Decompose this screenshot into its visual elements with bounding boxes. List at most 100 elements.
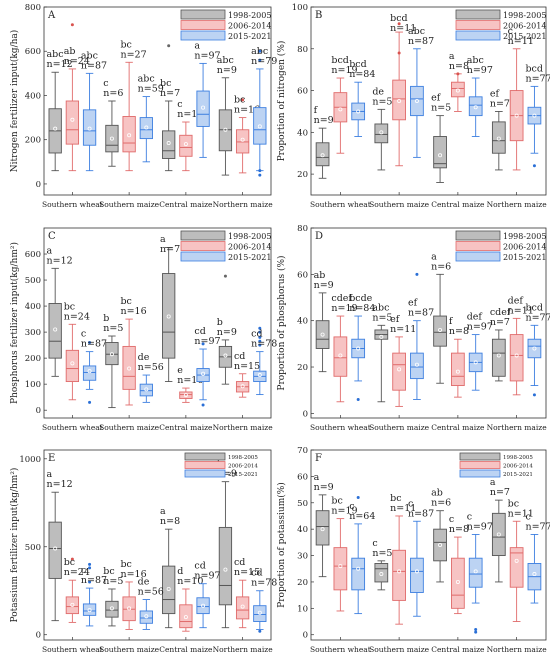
- sample-size-label: n=5: [372, 312, 392, 323]
- legend-swatch: [180, 30, 226, 41]
- legend-swatch: [184, 469, 226, 478]
- significance-letter: cd: [194, 561, 205, 572]
- sample-size-label: n=97: [467, 521, 493, 532]
- mean-marker: [70, 361, 75, 366]
- sample-size-label: n=24: [64, 567, 90, 578]
- outlier-point: [258, 330, 262, 334]
- box-iqr: [468, 96, 483, 117]
- box-2-2: n=97a: [194, 40, 221, 158]
- mean-marker: [201, 105, 206, 110]
- mean-marker: [438, 543, 443, 548]
- box-iqr: [65, 100, 80, 145]
- sample-size-label: n=16: [120, 569, 146, 580]
- box-iqr: [122, 116, 136, 153]
- panel-b: 20 40 60 80 100 Proportion of nitrogen (%) B So…: [276, 3, 550, 209]
- box-1-2: n=8c: [449, 514, 469, 615]
- box-2-2: n=97c: [467, 511, 493, 634]
- mean-marker: [338, 107, 343, 112]
- significance-letter: b: [217, 317, 223, 328]
- box-iqr: [82, 109, 97, 146]
- legend-label: 2006-2014: [503, 22, 546, 31]
- box-0-2: n=6ab: [431, 488, 451, 583]
- mean-marker: [514, 558, 519, 563]
- mean-marker: [338, 564, 343, 569]
- significance-letter: ab: [314, 270, 326, 281]
- sample-size-label: n=9: [217, 65, 237, 76]
- y-tick-label: 800: [25, 3, 41, 13]
- box-iqr: [410, 85, 424, 117]
- box-iqr: [162, 273, 176, 359]
- sample-size-label: n=5: [103, 323, 123, 334]
- y-axis-label: Proportion of potassium(%): [276, 482, 287, 608]
- outlier-point: [258, 326, 262, 330]
- outlier-point: [258, 173, 262, 177]
- sample-size-label: n=16: [120, 306, 146, 317]
- box-2-0: n=87c: [81, 329, 107, 404]
- mean-marker: [320, 527, 325, 532]
- sample-size-label: n=87: [81, 339, 107, 350]
- mean-marker: [183, 615, 188, 620]
- sample-size-label: n=11: [390, 324, 416, 335]
- mean-marker: [379, 130, 384, 135]
- legend-label: 1998-2005: [503, 11, 546, 20]
- box-iqr: [105, 124, 119, 153]
- box-2-0: n=64c: [349, 496, 375, 615]
- box-iqr: [491, 338, 506, 377]
- x-tick-label: Southern wheat: [310, 200, 371, 209]
- legend-swatch: [184, 461, 226, 469]
- significance-letter: cd: [234, 557, 245, 568]
- sample-size-label: n=11: [390, 23, 416, 34]
- y-tick-label: 0: [303, 631, 308, 641]
- box-iqr: [218, 109, 233, 152]
- mean-marker: [87, 126, 92, 131]
- significance-letter: def: [467, 312, 484, 323]
- sample-size-label: n=97: [467, 65, 493, 76]
- sample-size-label: n=78: [251, 578, 277, 589]
- sample-size-label: n=5: [372, 548, 392, 559]
- sample-size-label: n=15: [177, 109, 203, 120]
- box-0-0: n=9f: [314, 105, 334, 179]
- outlier-point: [258, 49, 262, 53]
- significance-letter: a: [431, 251, 437, 262]
- significance-letter: a: [47, 469, 53, 480]
- box-1-2: n=8a: [449, 51, 469, 112]
- panel-d: 0 20 40 60 80 Proportion of phosphorus (%) D So…: [276, 224, 550, 432]
- legend-swatch: [455, 230, 501, 241]
- sample-size-label: n=5: [372, 96, 392, 107]
- plot-frame: [43, 449, 272, 641]
- outlier-point: [70, 557, 74, 561]
- legend-swatch: [455, 30, 501, 41]
- sample-size-label: n=8: [160, 516, 180, 527]
- box-iqr: [196, 90, 210, 127]
- significance-letter: b: [103, 313, 109, 324]
- box-0-0: n=9ab: [314, 270, 334, 373]
- mean-marker: [127, 606, 132, 611]
- mean-marker: [257, 610, 262, 615]
- x-tick-label: Northern maize: [487, 645, 548, 654]
- box-iqr: [179, 604, 193, 629]
- significance-letter: bcd: [525, 302, 542, 313]
- box-iqr: [351, 557, 366, 591]
- box-iqr: [139, 117, 153, 140]
- significance-letter: bc: [234, 95, 245, 106]
- sample-size-label: n=8: [449, 61, 469, 72]
- significance-letter: abc: [372, 302, 389, 313]
- x-tick-label: Northern maize: [487, 423, 548, 432]
- y-tick-label: 40: [297, 525, 308, 535]
- box-iqr: [333, 336, 348, 377]
- mean-marker: [87, 608, 92, 613]
- y-tick-label: 40: [297, 317, 308, 327]
- significance-letter: abc: [81, 50, 98, 61]
- sample-size-label: n=15: [234, 361, 260, 372]
- significance-letter: bc: [103, 566, 114, 577]
- sample-size-label: n=77: [525, 73, 550, 84]
- mean-marker: [87, 369, 92, 374]
- box-iqr: [433, 136, 447, 169]
- mean-marker: [532, 346, 537, 351]
